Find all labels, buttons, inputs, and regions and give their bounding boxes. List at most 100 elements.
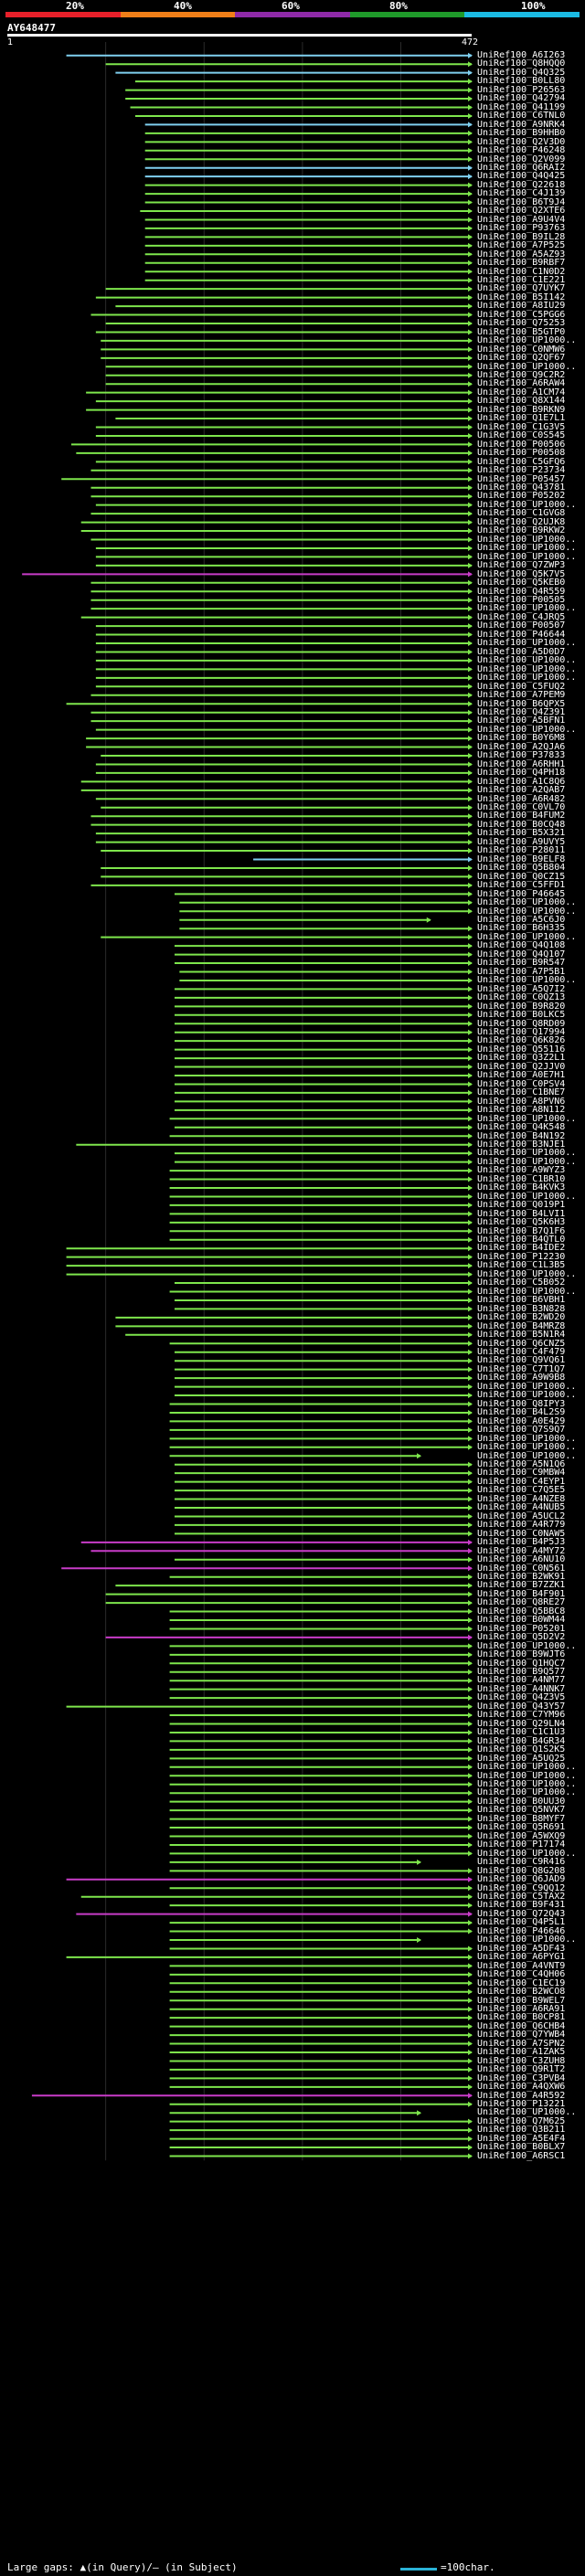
hit-label[interactable]: UniRef100_C5GFQ6 (477, 456, 566, 467)
hit-label[interactable]: UniRef100_A0E7H1 (477, 1070, 566, 1081)
hit-label[interactable]: UniRef100_A8N112 (477, 1105, 566, 1116)
hit-label[interactable]: UniRef100_UP1000.. (477, 1848, 577, 1859)
hit-label[interactable]: UniRef100_P00505 (477, 594, 566, 605)
hit-label[interactable]: UniRef100_A5WXQ9 (477, 1830, 566, 1841)
hit-label[interactable]: UniRef100_B9WEL7 (477, 1995, 566, 2006)
hit-label[interactable]: UniRef100_A9UVY5 (477, 836, 566, 847)
hit-label[interactable]: UniRef100_Q42794 (477, 93, 566, 104)
hit-label[interactable]: UniRef100_B7ZZK1 (477, 1580, 566, 1591)
hit-label[interactable]: UniRef100_Q5R691 (477, 1822, 566, 1833)
hit-label[interactable]: UniRef100_A6RSC1 (477, 2150, 566, 2161)
hit-label[interactable]: UniRef100_A7P525 (477, 240, 566, 251)
hit-label[interactable]: UniRef100_A4QXW6 (477, 2082, 566, 2093)
hit-label[interactable]: UniRef100_C0NAW5 (477, 1528, 566, 1539)
hit-label[interactable]: UniRef100_B4KVK3 (477, 1182, 566, 1193)
hit-label[interactable]: UniRef100_C1BNE7 (477, 1087, 566, 1098)
hit-label[interactable]: UniRef100_C7T1Q7 (477, 1363, 566, 1374)
hit-label[interactable]: UniRef100_P17174 (477, 1839, 566, 1850)
hit-label[interactable]: UniRef100_B4P5J3 (477, 1537, 566, 1548)
hit-label[interactable]: UniRef100_C5FFD1 (477, 880, 566, 891)
hit-label[interactable]: UniRef100_P13221 (477, 2099, 566, 2110)
hit-label[interactable]: UniRef100_C1E221 (477, 274, 566, 285)
hit-label[interactable]: UniRef100_A6RHH1 (477, 758, 566, 769)
hit-label[interactable]: UniRef100_Q43781 (477, 482, 566, 493)
hit-label[interactable]: UniRef100_Q4Q108 (477, 940, 566, 951)
hit-label[interactable]: UniRef100_UP1000.. (477, 1640, 577, 1651)
hit-label[interactable]: UniRef100_B0CP81 (477, 2012, 566, 2023)
hit-label[interactable]: UniRef100_Q8IPY3 (477, 1398, 566, 1409)
hit-label[interactable]: UniRef100_UP1000.. (477, 1442, 577, 1453)
hit-label[interactable]: UniRef100_P23734 (477, 465, 566, 476)
hit-label[interactable]: UniRef100_A9W9B8 (477, 1373, 566, 1383)
hit-label[interactable]: UniRef100_Q0CZ15 (477, 871, 566, 882)
hit-label[interactable]: UniRef100_Q4Q425 (477, 171, 566, 182)
hit-label[interactable]: UniRef100_B4N192 (477, 1130, 566, 1141)
hit-label[interactable]: UniRef100_B0WM44 (477, 1615, 566, 1626)
hit-label[interactable]: UniRef100_A9WYZ3 (477, 1165, 566, 1176)
hit-label[interactable]: UniRef100_C9QQ12 (477, 1882, 566, 1893)
hit-label[interactable]: UniRef100_Q4Z391 (477, 706, 566, 717)
hit-label[interactable]: UniRef100_UP1000.. (477, 1286, 577, 1297)
hit-label[interactable]: UniRef100_A4MY72 (477, 1545, 566, 1556)
hit-label[interactable]: UniRef100_B9R547 (477, 958, 566, 969)
hit-label[interactable]: UniRef100_UP1000.. (477, 1935, 577, 1945)
hit-label[interactable]: UniRef100_Q5K7V5 (477, 568, 566, 579)
hit-label[interactable]: UniRef100_Q22618 (477, 179, 566, 190)
hit-label[interactable]: UniRef100_Q2UJK8 (477, 516, 566, 527)
hit-label[interactable]: UniRef100_B9F431 (477, 1900, 566, 1911)
hit-label[interactable]: UniRef100_P05202 (477, 491, 566, 502)
hit-label[interactable]: UniRef100_A7P5B1 (477, 966, 566, 977)
hit-label[interactable]: UniRef100_UP1000.. (477, 603, 577, 614)
hit-label[interactable]: UniRef100_B9R820 (477, 1001, 566, 1012)
hit-label[interactable]: UniRef100_P26563 (477, 84, 566, 95)
hit-label[interactable]: UniRef100_Q5NVK7 (477, 1805, 566, 1816)
hit-label[interactable]: UniRef100_A0E429 (477, 1415, 566, 1426)
hit-label[interactable]: UniRef100_B4L2S9 (477, 1407, 566, 1418)
hit-label[interactable]: UniRef100_B9ELF8 (477, 853, 566, 864)
hit-label[interactable]: UniRef100_B8MYF7 (477, 1813, 566, 1824)
hit-label[interactable]: UniRef100_Q9C2R2 (477, 370, 566, 381)
hit-label[interactable]: UniRef100_B0Y6M8 (477, 733, 566, 744)
hit-label[interactable]: UniRef100_A6I263 (477, 50, 566, 60)
hit-label[interactable]: UniRef100_UP1000.. (477, 1156, 577, 1167)
hit-label[interactable]: UniRef100_UP1000.. (477, 655, 577, 666)
hit-label[interactable]: UniRef100_C4J139 (477, 188, 566, 199)
hit-label[interactable]: UniRef100_P00506 (477, 439, 566, 450)
hit-label[interactable]: UniRef100_C1BR10 (477, 1173, 566, 1184)
hit-label[interactable]: UniRef100_C7YM96 (477, 1710, 566, 1721)
hit-label[interactable]: UniRef100_B4GR34 (477, 1735, 566, 1746)
hit-label[interactable]: UniRef100_B0BLX7 (477, 2142, 566, 2153)
hit-label[interactable]: UniRef100_Q6CNZ5 (477, 1338, 566, 1349)
hit-label[interactable]: UniRef100_UP1000.. (477, 543, 577, 554)
hit-label[interactable]: UniRef100_A5C6J0 (477, 915, 566, 925)
hit-label[interactable]: UniRef100_UP1000.. (477, 975, 577, 986)
hit-label[interactable]: UniRef100_A2QAB7 (477, 785, 566, 796)
hit-label[interactable]: UniRef100_UP1000.. (477, 906, 577, 917)
hit-label[interactable]: UniRef100_A6R482 (477, 793, 566, 804)
hit-label[interactable]: UniRef100_C1N0D2 (477, 266, 566, 277)
hit-label[interactable]: UniRef100_B0LL80 (477, 76, 566, 87)
hit-label[interactable]: UniRef100_P46644 (477, 629, 566, 640)
hit-label[interactable]: UniRef100_A5UCL2 (477, 1511, 566, 1521)
hit-label[interactable]: UniRef100_UP1000.. (477, 1450, 577, 1461)
hit-label[interactable]: UniRef100_A6PYG1 (477, 1952, 566, 1963)
hit-label[interactable]: UniRef100_Q9VQ61 (477, 1355, 566, 1366)
hit-label[interactable]: UniRef100_Q3Z2L1 (477, 1053, 566, 1064)
hit-label[interactable]: UniRef100_Q4PH18 (477, 768, 566, 779)
hit-label[interactable]: UniRef100_UP1000.. (477, 673, 577, 684)
hit-label[interactable]: UniRef100_UP1000.. (477, 1779, 577, 1789)
hit-label[interactable]: UniRef100_UP1000.. (477, 931, 577, 942)
hit-label[interactable]: UniRef100_Q2QF67 (477, 353, 566, 364)
hit-label[interactable]: UniRef100_C0N561 (477, 1563, 566, 1574)
hit-label[interactable]: UniRef100_Q4P5L1 (477, 1917, 566, 1928)
hit-label[interactable]: UniRef100_B4QTL0 (477, 1235, 566, 1246)
hit-label[interactable]: UniRef100_Q7S9Q7 (477, 1425, 566, 1436)
hit-label[interactable]: UniRef100_P00508 (477, 448, 566, 459)
hit-label[interactable]: UniRef100_Q55116 (477, 1044, 566, 1055)
hit-label[interactable]: UniRef100_A4NUB5 (477, 1502, 566, 1513)
hit-label[interactable]: UniRef100_A5Q7I2 (477, 983, 566, 994)
hit-label[interactable]: UniRef100_Q7ZWP3 (477, 560, 566, 571)
hit-label[interactable]: UniRef100_Q6JAD9 (477, 1874, 566, 1885)
hit-label[interactable]: UniRef100_C1L3B5 (477, 1260, 566, 1271)
hit-label[interactable]: UniRef100_C4QH06 (477, 1969, 566, 1980)
